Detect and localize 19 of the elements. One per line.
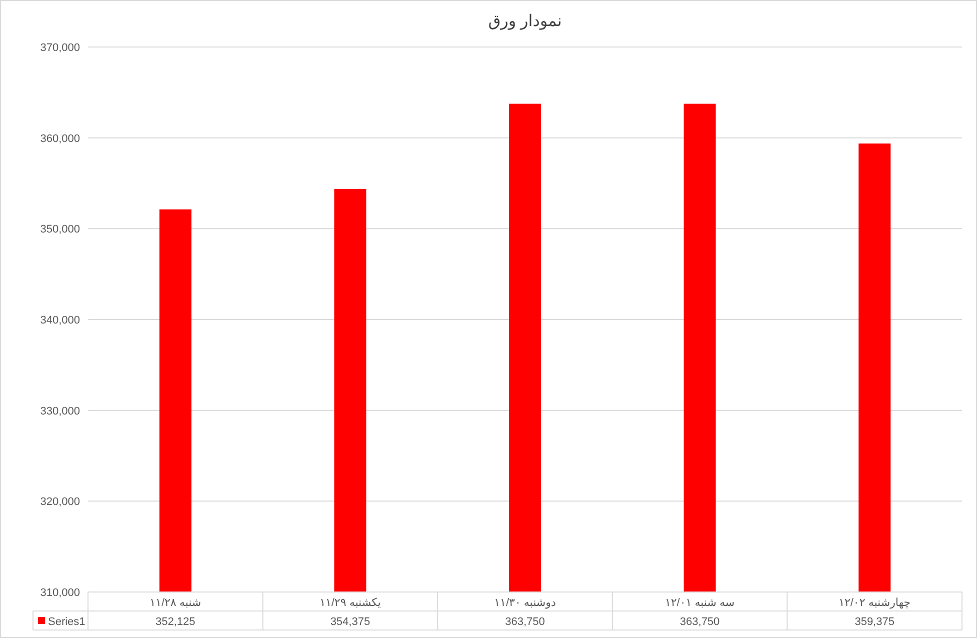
y-tick-label: 310,000 (40, 587, 80, 599)
x-tick-label: شنبه ۱۱/۲۸ (150, 597, 202, 609)
y-tick-label: 340,000 (40, 314, 80, 326)
data-label: 363,750 (505, 616, 545, 628)
x-tick-label: یکشنبه ۱۱/۲۹ (320, 597, 381, 609)
data-label: 354,375 (330, 616, 370, 628)
y-tick-label: 360,000 (40, 132, 80, 145)
data-label: 363,750 (680, 616, 720, 628)
data-label: 359,375 (854, 616, 894, 628)
y-tick-label: 320,000 (40, 496, 80, 508)
x-tick-label: دوشنبه ۱۱/۳۰ (494, 597, 556, 609)
y-tick-label: 330,000 (40, 405, 80, 418)
x-tick-label: سه شنبه ۱۲/۰۱ (664, 597, 735, 609)
x-tick-label: چهارشنبه ۱۲/۰۲ (838, 597, 911, 609)
y-tick-label: 350,000 (40, 224, 80, 236)
legend-label: Series1 (48, 616, 86, 628)
data-label: 352,125 (156, 616, 196, 628)
y-tick-label: 370,000 (40, 42, 80, 54)
chart-title: نمودار ورق (488, 13, 562, 30)
